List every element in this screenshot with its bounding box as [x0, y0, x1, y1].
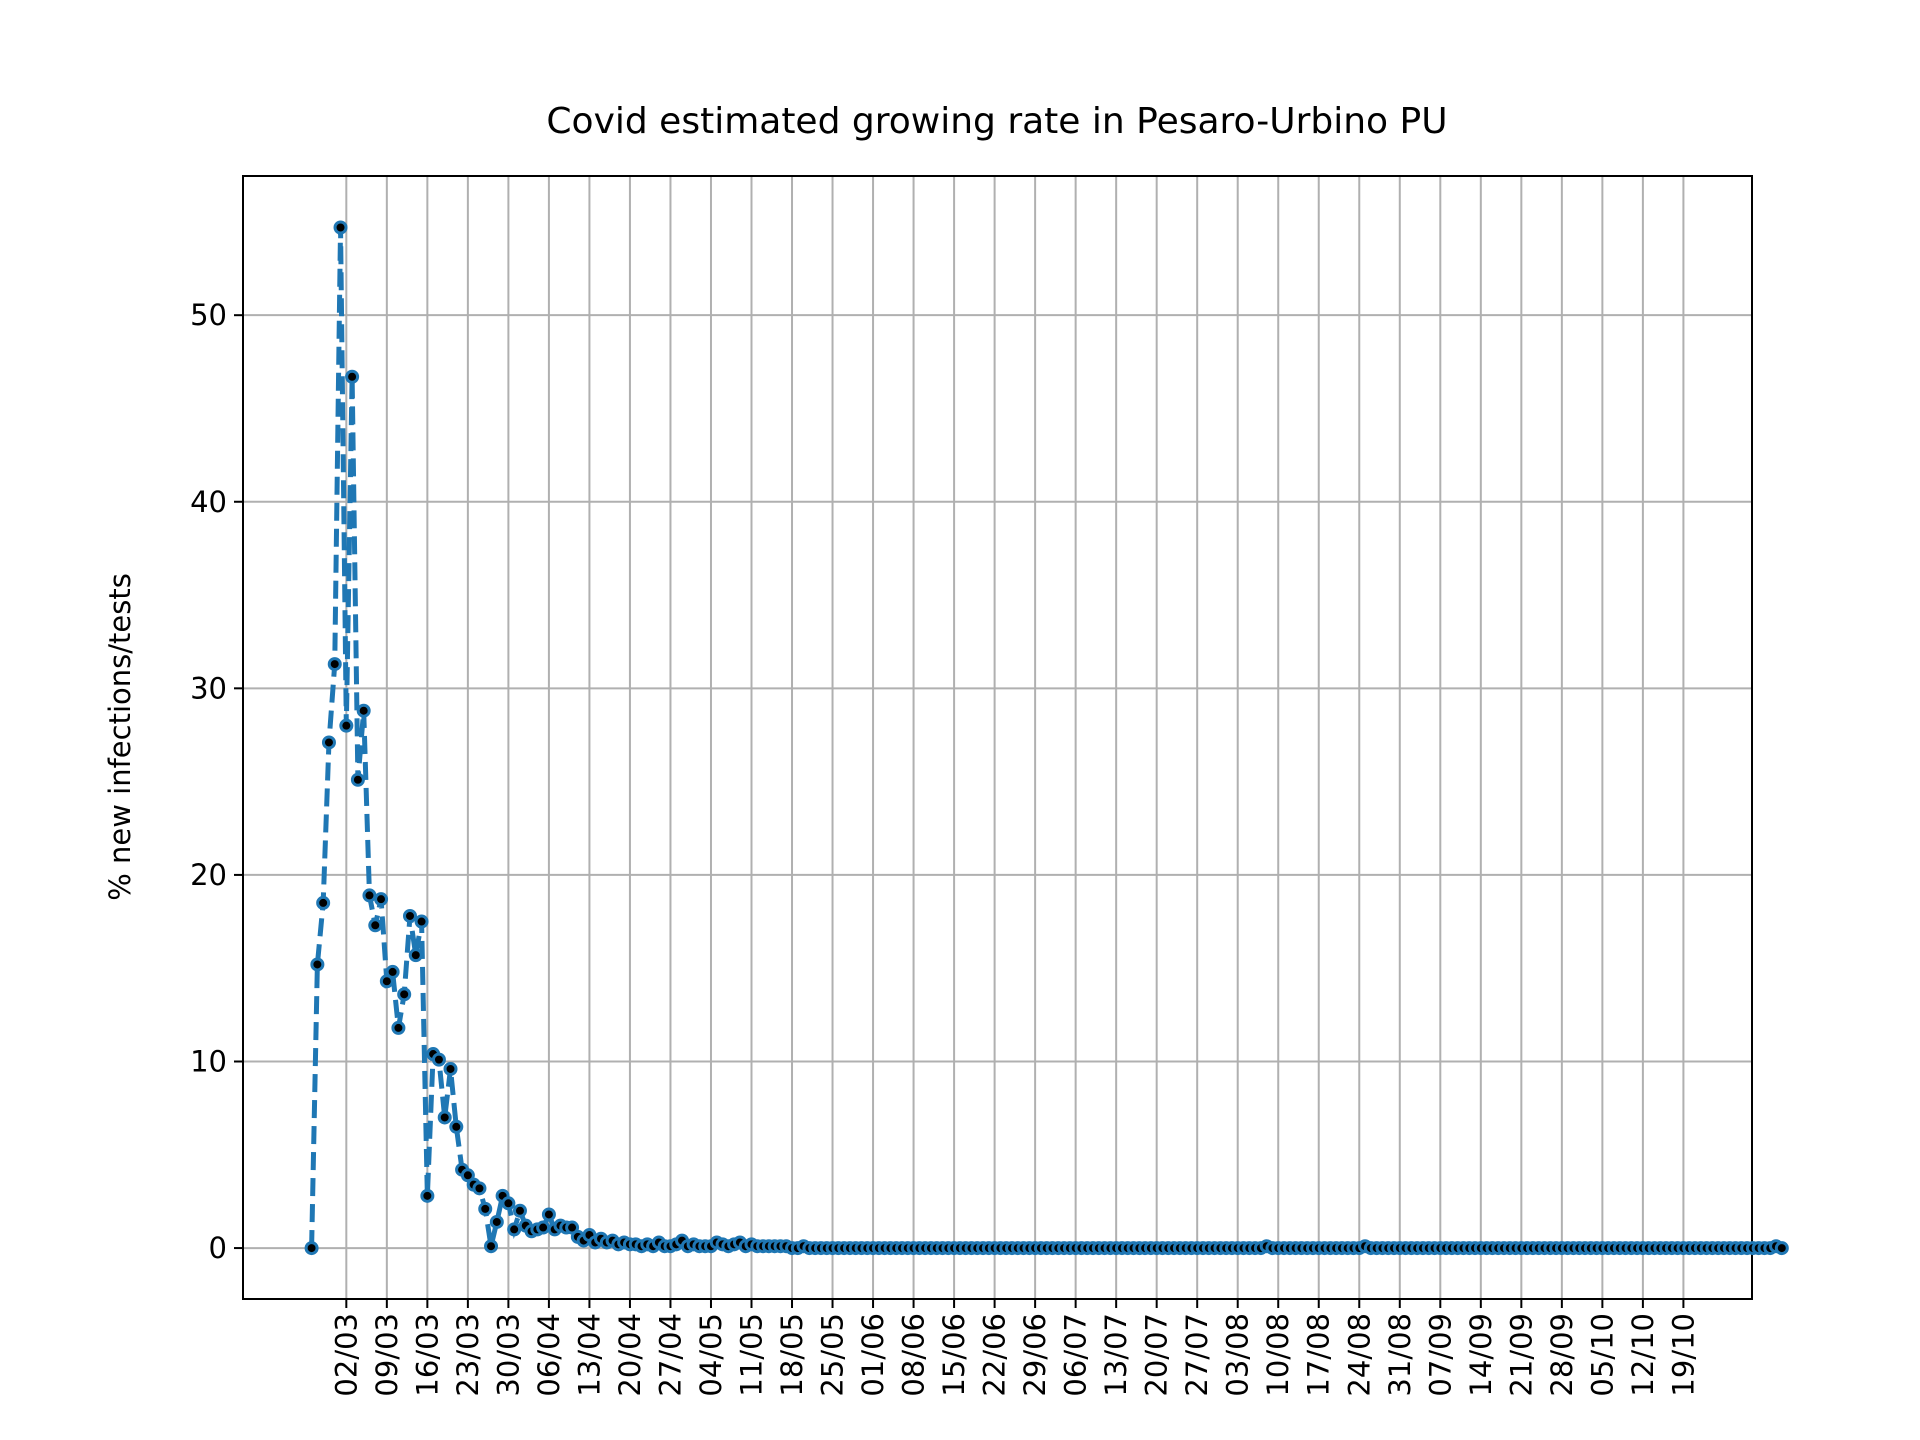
- y-tick-label: 40: [190, 485, 227, 519]
- x-tick-label: 06/04: [532, 1313, 566, 1397]
- marker: [489, 1214, 504, 1229]
- x-tick-label: 30/03: [491, 1313, 525, 1397]
- marker: [478, 1201, 493, 1216]
- marker: [541, 1207, 556, 1222]
- marker: [536, 1220, 551, 1235]
- x-tick-label: 13/04: [572, 1313, 606, 1397]
- x-tick-label: 20/04: [613, 1313, 647, 1397]
- x-tick-label: 24/08: [1342, 1313, 1376, 1397]
- x-tick-label: 06/07: [1059, 1313, 1093, 1397]
- marker: [507, 1222, 522, 1237]
- x-tick-label: 14/09: [1464, 1313, 1498, 1397]
- y-tick-label: 0: [209, 1231, 227, 1265]
- marker: [385, 964, 400, 979]
- x-tick-label: 27/04: [653, 1313, 687, 1397]
- x-tick-label: 07/09: [1423, 1313, 1457, 1397]
- x-tick-label: 08/06: [897, 1313, 931, 1397]
- marker: [339, 718, 354, 733]
- x-tick-label: 13/07: [1099, 1313, 1133, 1397]
- marker: [472, 1181, 487, 1196]
- marker: [316, 895, 331, 910]
- marker: [368, 918, 383, 933]
- x-tick-label: 22/06: [978, 1313, 1012, 1397]
- marker: [484, 1239, 499, 1254]
- x-tick-label: 05/10: [1585, 1313, 1619, 1397]
- marker: [321, 735, 336, 750]
- y-tick-label: 20: [190, 858, 227, 892]
- y-tick-label: 10: [190, 1044, 227, 1078]
- marker: [304, 1241, 319, 1256]
- marker: [437, 1110, 452, 1125]
- x-tick-label: 21/09: [1504, 1313, 1538, 1397]
- plot-frame: [242, 175, 1753, 1300]
- x-tick-label: 20/07: [1140, 1313, 1174, 1397]
- marker: [391, 1020, 406, 1035]
- marker: [443, 1061, 458, 1076]
- x-tick-label: 04/05: [694, 1313, 728, 1397]
- x-tick-label: 28/09: [1545, 1313, 1579, 1397]
- x-tick-label: 10/08: [1261, 1313, 1295, 1397]
- marker: [1774, 1241, 1789, 1256]
- x-tick-label: 23/03: [451, 1313, 485, 1397]
- marker: [512, 1203, 527, 1218]
- x-tick-label: 31/08: [1383, 1313, 1417, 1397]
- x-tick-label: 11/05: [734, 1313, 768, 1397]
- marker: [333, 220, 348, 235]
- x-tick-label: 19/10: [1666, 1313, 1700, 1397]
- y-axis-label: % new infections/tests: [103, 573, 137, 901]
- marker: [420, 1188, 435, 1203]
- marker: [431, 1052, 446, 1067]
- x-tick-label: 27/07: [1180, 1313, 1214, 1397]
- x-tick-label: 01/06: [856, 1313, 890, 1397]
- y-tick-label: 30: [190, 671, 227, 705]
- marker: [408, 948, 423, 963]
- x-tick-label: 29/06: [1018, 1313, 1052, 1397]
- marker: [501, 1196, 516, 1211]
- x-tick-label: 12/10: [1626, 1313, 1660, 1397]
- marker: [414, 914, 429, 929]
- x-tick-label: 25/05: [816, 1313, 850, 1397]
- x-tick-label: 17/08: [1302, 1313, 1336, 1397]
- marker: [327, 657, 342, 672]
- x-tick-label: 18/05: [775, 1313, 809, 1397]
- marker: [356, 703, 371, 718]
- marker: [397, 987, 412, 1002]
- marker: [402, 908, 417, 923]
- chart-title: Covid estimated growing rate in Pesaro-U…: [546, 101, 1447, 142]
- x-tick-label: 02/03: [329, 1313, 363, 1397]
- x-tick-label: 09/03: [370, 1313, 404, 1397]
- y-tick-label: 50: [190, 298, 227, 332]
- marker: [310, 957, 325, 972]
- marker: [350, 772, 365, 787]
- x-tick-label: 15/06: [937, 1313, 971, 1397]
- marker: [345, 369, 360, 384]
- x-tick-label: 16/03: [410, 1313, 444, 1397]
- marker: [362, 888, 377, 903]
- marker: [374, 892, 389, 907]
- marker: [449, 1119, 464, 1134]
- x-tick-label: 03/08: [1221, 1313, 1255, 1397]
